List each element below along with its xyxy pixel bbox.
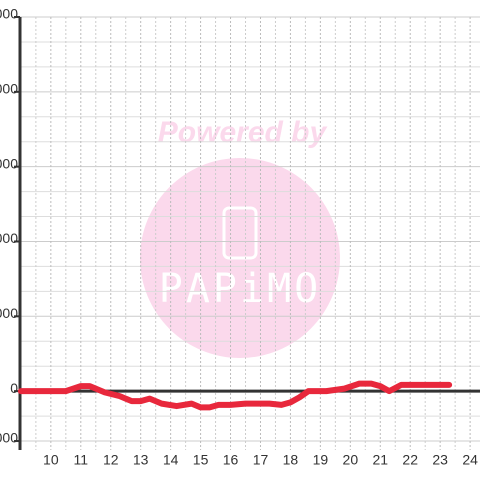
x-tick-label: 12 (103, 452, 119, 468)
watermark-logo: PAPiMO (159, 266, 322, 312)
y-tick-label: -20,000 (0, 430, 18, 446)
watermark-icon (222, 206, 258, 260)
x-tick-label: 19 (313, 452, 329, 468)
x-tick-label: 23 (432, 452, 448, 468)
y-tick-label: 150,000 (0, 6, 18, 22)
watermark: Powered by PAPiMO (140, 116, 340, 358)
x-tick-label: 11 (74, 452, 89, 468)
x-tick-label: 20 (343, 452, 359, 468)
y-tick-label: 120,000 (0, 81, 18, 97)
y-tick-label: 60,000 (0, 230, 18, 246)
x-tick-label: 21 (372, 452, 388, 468)
x-tick-label: 14 (163, 452, 179, 468)
x-tick-label: 24 (462, 452, 478, 468)
x-tick-label: 17 (253, 452, 269, 468)
x-tick-label: 15 (193, 452, 209, 468)
y-tick-label: 90,000 (0, 155, 18, 171)
data-line (17, 380, 453, 411)
watermark-text: Powered by (158, 116, 328, 149)
x-tick-label: 18 (283, 452, 299, 468)
x-tick-label: 13 (133, 452, 149, 468)
x-tick-label: 16 (223, 452, 239, 468)
y-tick-label: 30,000 (0, 305, 18, 321)
x-tick-label: 10 (43, 452, 59, 468)
x-tick-label: 22 (402, 452, 418, 468)
y-tick-label: 0 (10, 380, 18, 396)
